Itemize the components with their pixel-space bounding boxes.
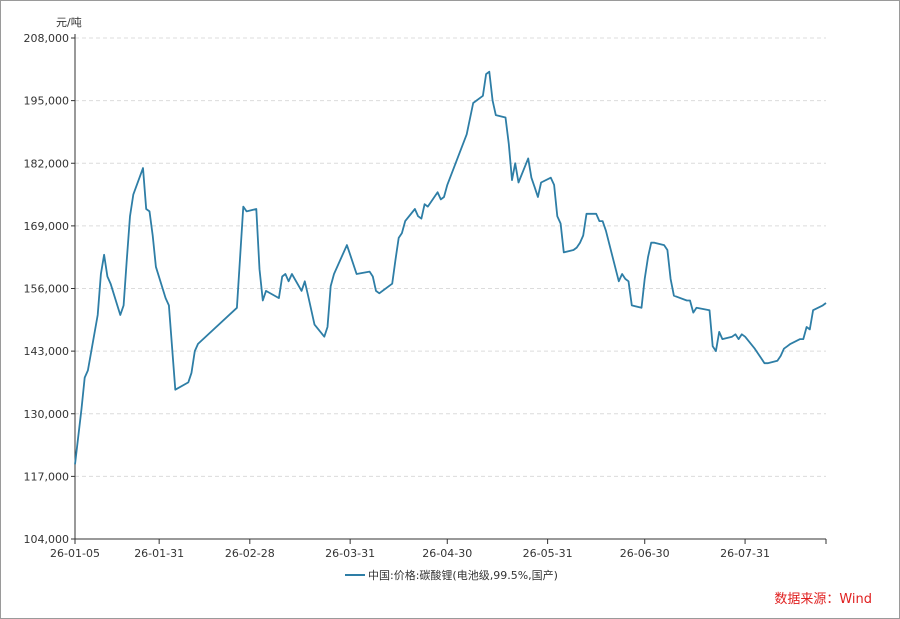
legend-label: 中国:价格:碳酸锂(电池级,99.5%,国产) [368,568,558,582]
x-tick-label: 26-01-31 [134,547,184,560]
gridlines [75,37,826,477]
y-tick-label: 182,000 [24,157,70,170]
y-tick-label: 104,000 [24,533,70,546]
y-axis-unit-label: 元/吨 [56,16,82,29]
y-tick-label: 117,000 [24,470,70,483]
legend[interactable]: 中国:价格:碳酸锂(电池级,99.5%,国产) [345,568,558,582]
y-tick-label: 143,000 [24,345,70,358]
x-tick-label: 26-04-30 [422,547,472,560]
y-tick-label: 195,000 [24,95,70,108]
series-line [74,70,827,465]
y-tick-label: 208,000 [24,32,70,45]
y-tick-label: 156,000 [24,283,70,296]
data-source-label: 数据来源：Wind [774,592,872,607]
x-tick-label: 26-07-31 [720,547,770,560]
x-tick-label: 26-06-30 [620,547,670,560]
x-tick-label: 26-03-31 [325,547,375,560]
y-tick-label: 169,000 [24,220,70,233]
y-tick-label: 130,000 [24,408,70,421]
y-axis: 208,000 195,000 182,000 169,000 156,000 143,0… [24,32,76,546]
x-tick-label: 26-02-28 [225,547,275,560]
plot-area [74,70,827,465]
x-axis: 26-01-05 26-01-31 26-02-28 26-03-31 26-04-30… [50,538,827,560]
x-tick-label: 26-01-05 [50,547,100,560]
x-tick-label: 26-05-31 [523,547,573,560]
